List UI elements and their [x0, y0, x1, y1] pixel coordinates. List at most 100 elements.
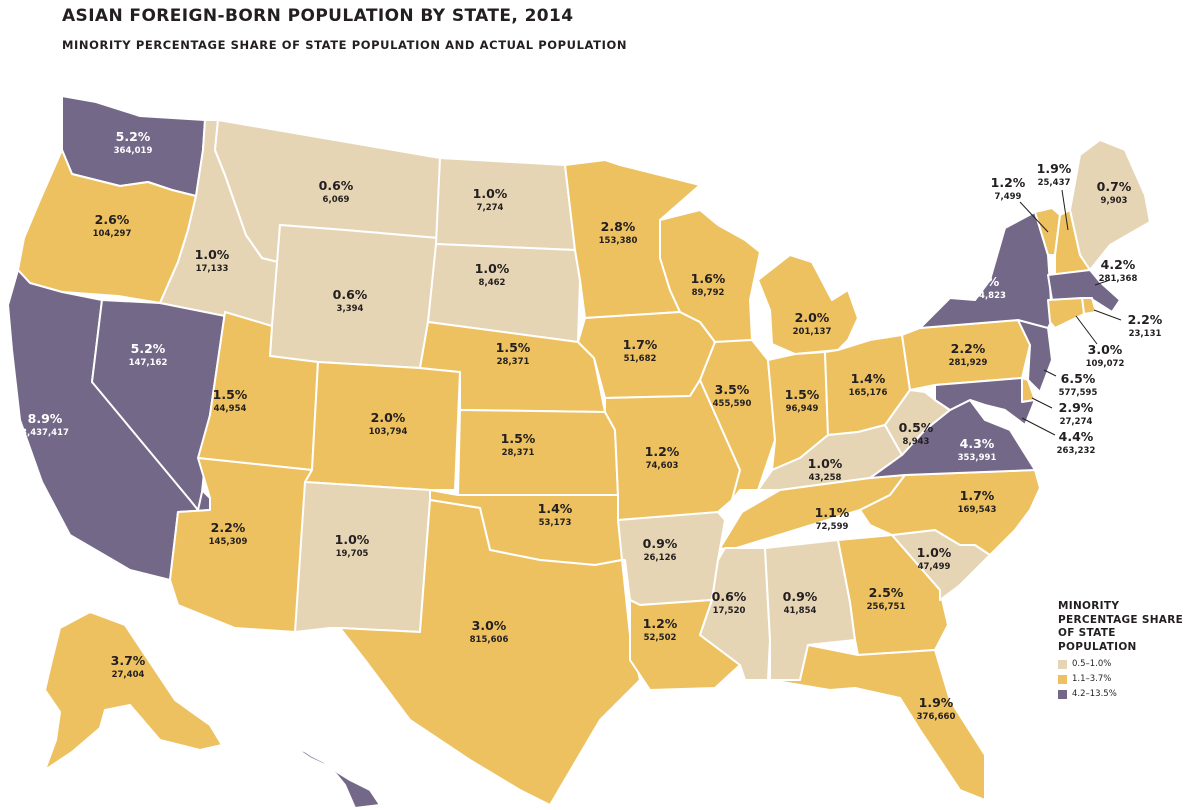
- state-pop-ms: 17,520: [713, 606, 746, 616]
- state-pop-ri: 23,131: [1129, 329, 1162, 339]
- state-pop-id: 17,133: [196, 264, 229, 274]
- legend-item-low: 0.5–1.0%: [1058, 659, 1188, 669]
- state-pct-ar: 0.9%: [643, 536, 678, 551]
- state-pop-de: 27,274: [1060, 417, 1093, 427]
- state-pop-md: 263,232: [1057, 446, 1096, 456]
- state-pop-nh: 25,437: [1038, 178, 1071, 188]
- state-pct-ut: 1.5%: [213, 387, 248, 402]
- state-pop-co: 103,794: [369, 427, 408, 437]
- state-pop-ga: 256,751: [867, 602, 906, 612]
- legend-item-mid: 1.1–3.7%: [1058, 674, 1188, 684]
- state-pct-wa: 5.2%: [116, 129, 151, 144]
- state-pop-fl: 376,660: [917, 712, 956, 722]
- state-sd: [427, 243, 581, 343]
- state-pct-ky: 1.0%: [808, 456, 843, 471]
- leader-line-nj: [1043, 369, 1057, 377]
- state-pct-ma: 4.2%: [1101, 257, 1136, 272]
- state-pop-wy: 3,394: [337, 304, 364, 314]
- state-pct-mn: 2.8%: [601, 219, 636, 234]
- state-pop-ok: 53,173: [539, 518, 572, 528]
- legend-item-high: 4.2–13.5%: [1058, 689, 1188, 699]
- legend-swatch-low: [1058, 659, 1067, 669]
- state-pct-ms: 0.6%: [712, 589, 747, 604]
- state-pct-az: 2.2%: [211, 520, 246, 535]
- state-pop-vt: 7,499: [995, 192, 1022, 202]
- state-pop-il: 455,590: [713, 399, 752, 409]
- state-ks: [457, 409, 619, 496]
- state-pct-sd: 1.0%: [475, 261, 510, 276]
- state-pop-sd: 8,462: [479, 278, 506, 288]
- state-pop-ky: 43,258: [809, 473, 842, 483]
- state-pop-mt: 6,069: [323, 195, 350, 205]
- state-pop-ia: 51,682: [624, 354, 657, 364]
- state-pop-nj: 577,595: [1059, 388, 1098, 398]
- state-pop-ar: 26,126: [644, 553, 677, 563]
- state-nd: [435, 157, 576, 251]
- state-fl: [769, 644, 986, 801]
- state-ms: [699, 547, 771, 681]
- state-pct-ak: 3.7%: [111, 653, 146, 668]
- state-pop-sc: 47,499: [918, 562, 951, 572]
- leader-line-nh: [1061, 189, 1069, 231]
- state-pct-me: 0.7%: [1097, 179, 1132, 194]
- state-pop-in: 96,949: [786, 404, 819, 414]
- state-pct-mo: 1.2%: [645, 444, 680, 459]
- state-pop-mn: 153,380: [599, 236, 638, 246]
- state-pct-oh: 1.4%: [851, 371, 886, 386]
- legend-label-low: 0.5–1.0%: [1072, 659, 1112, 669]
- state-pct-vt: 1.2%: [991, 175, 1026, 190]
- leader-line-ma: [1094, 279, 1111, 286]
- state-pop-tn: 72,599: [816, 522, 849, 532]
- state-pop-nd: 7,274: [477, 203, 504, 213]
- state-pct-al: 0.9%: [783, 589, 818, 604]
- state-nj: [1017, 319, 1053, 393]
- state-tx: [339, 499, 641, 806]
- state-pct-ny: 5.8%: [965, 274, 1000, 289]
- state-pct-la: 1.2%: [643, 616, 678, 631]
- state-il: [699, 339, 776, 501]
- state-pop-la: 52,502: [644, 633, 677, 643]
- state-co: [304, 361, 461, 491]
- state-pct-tx: 3.0%: [472, 618, 507, 633]
- leader-line-ri: [1093, 309, 1122, 321]
- legend-swatch-mid: [1058, 674, 1067, 684]
- state-pct-co: 2.0%: [371, 410, 406, 425]
- state-pct-de: 2.9%: [1059, 400, 1094, 415]
- state-pct-ct: 3.0%: [1088, 342, 1123, 357]
- state-pct-wi: 1.6%: [691, 271, 726, 286]
- state-ak: [44, 611, 223, 771]
- state-pop-az: 145,309: [209, 537, 248, 547]
- state-pct-nh: 1.9%: [1037, 161, 1072, 176]
- state-pop-ne: 28,371: [497, 357, 530, 367]
- map-title: ASIAN FOREIGN-BORN POPULATION BY STATE, …: [62, 6, 574, 26]
- state-pct-nj: 6.5%: [1061, 371, 1096, 386]
- state-pct-id: 1.0%: [195, 247, 230, 262]
- state-pop-mo: 74,603: [646, 461, 679, 471]
- state-pop-or: 104,297: [93, 229, 132, 239]
- state-pop-ma: 281,368: [1099, 274, 1138, 284]
- state-ct: [1047, 297, 1085, 329]
- state-pct-nv: 5.2%: [131, 341, 166, 356]
- legend-label-mid: 1.1–3.7%: [1072, 674, 1112, 684]
- state-pop-wa: 364,019: [114, 146, 153, 156]
- state-pct-nm: 1.0%: [335, 532, 370, 547]
- state-pct-va: 4.3%: [960, 436, 995, 451]
- state-pct-ks: 1.5%: [501, 431, 536, 446]
- state-pct-nd: 1.0%: [473, 186, 508, 201]
- state-pop-mi: 201,137: [793, 327, 832, 337]
- state-pct-hi: 13.1%: [359, 757, 403, 772]
- state-pop-ct: 109,072: [1086, 359, 1125, 369]
- state-pop-me: 9,903: [1101, 196, 1128, 206]
- state-pct-il: 3.5%: [715, 382, 750, 397]
- legend-label-high: 4.2–13.5%: [1072, 689, 1117, 699]
- state-pct-ga: 2.5%: [869, 585, 904, 600]
- state-pop-nc: 169,543: [958, 505, 997, 515]
- state-pct-tn: 1.1%: [815, 505, 850, 520]
- state-ny: [919, 211, 1053, 331]
- state-pct-fl: 1.9%: [919, 695, 954, 710]
- leader-line-vt: [1019, 201, 1049, 233]
- map-subtitle: MINORITY PERCENTAGE SHARE OF STATE POPUL…: [62, 38, 628, 52]
- state-mi: [757, 254, 859, 355]
- state-pct-or: 2.6%: [95, 212, 130, 227]
